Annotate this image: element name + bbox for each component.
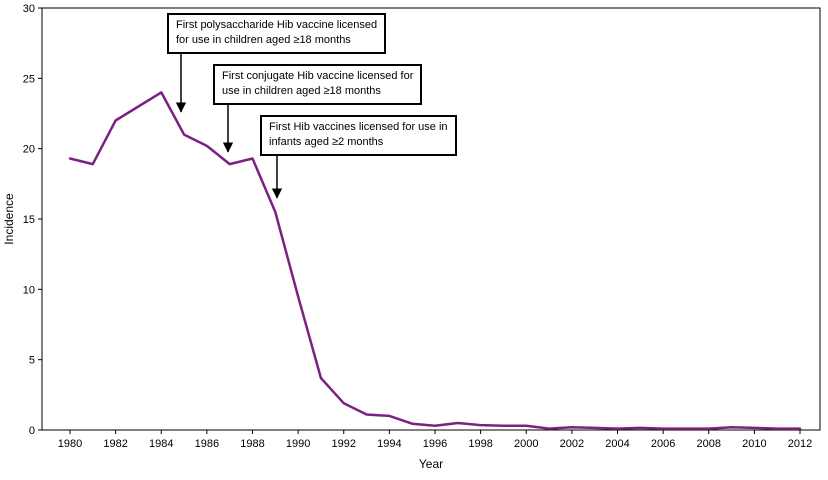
x-tick-label: 1996 (423, 438, 447, 450)
x-tick-label: 1992 (332, 438, 356, 450)
annotation-text: First Hib vaccines licensed for use in (269, 121, 448, 133)
annotation-text: infants aged ≥2 months (269, 136, 384, 149)
x-tick-label: 2012 (788, 438, 812, 450)
annotation-box: First Hib vaccines licensed for use in in… (260, 115, 457, 156)
x-tick-label: 1988 (240, 438, 264, 450)
x-tick-label: 1986 (195, 438, 219, 450)
x-tick-label: 2006 (651, 438, 675, 450)
x-tick-label: 2000 (514, 438, 538, 450)
x-tick-label: 2008 (697, 438, 721, 450)
x-tick-label: 1980 (58, 438, 82, 450)
y-tick-label: 15 (23, 214, 35, 226)
plot-border (41, 7, 821, 431)
y-axis-title: Incidence (2, 193, 16, 245)
annotation-text: use in children aged ≥18 months (222, 85, 381, 98)
annotation-box: First conjugate Hib vaccine licensed for… (213, 64, 423, 105)
y-tick-label: 5 (29, 355, 35, 367)
annotation-text: First polysaccharide Hib vaccine license… (176, 19, 378, 31)
annotation-text: First conjugate Hib vaccine licensed for (222, 70, 414, 82)
y-tick-label: 25 (23, 73, 35, 85)
x-tick-label: 1998 (468, 438, 492, 450)
annotation-text: for use in children aged ≥18 months (176, 34, 351, 47)
x-tick-label: 1982 (103, 438, 127, 450)
x-axis-title: Year (419, 457, 443, 471)
y-tick-label: 0 (29, 425, 35, 437)
x-tick-label: 2004 (605, 438, 629, 450)
x-tick-label: 1994 (377, 438, 401, 450)
x-tick-label: 1990 (286, 438, 310, 450)
x-tick-label: 1984 (149, 438, 173, 450)
incidence-line (68, 91, 802, 430)
y-tick-label: 30 (23, 3, 35, 15)
annotation-box: First polysaccharide Hib vaccine license… (167, 13, 387, 54)
x-tick-label: 2010 (742, 438, 766, 450)
y-tick-label: 10 (23, 284, 35, 296)
x-tick-label: 2002 (560, 438, 584, 450)
y-tick-label: 20 (23, 144, 35, 156)
